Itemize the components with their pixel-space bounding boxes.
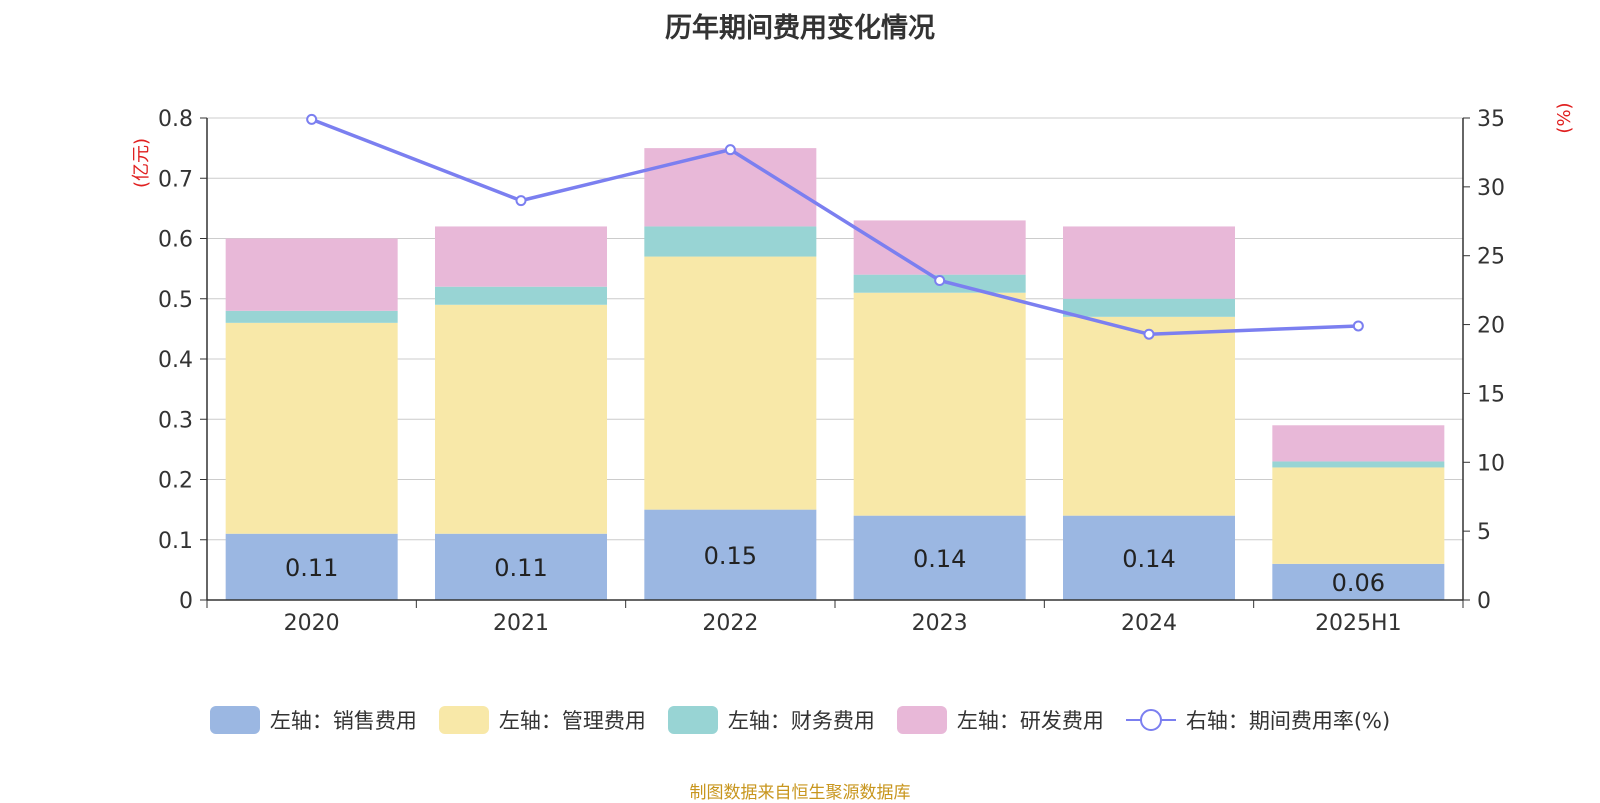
bar-rnd (1063, 226, 1235, 299)
expense-rate-point (515, 195, 527, 207)
bar-data-label: 0.11 (494, 554, 547, 582)
legend-item-expense-rate[interactable]: 右轴：期间费用率(%) (1125, 705, 1391, 735)
y-right-tick-label: 30 (1477, 176, 1505, 201)
y-left-tick-label: 0.5 (158, 288, 193, 313)
bar-sales (1063, 515, 1235, 600)
expense-rate-line (311, 117, 1359, 336)
y-right-axis-title: (%) (1554, 102, 1575, 133)
bar-data-label: 0.06 (1332, 569, 1385, 597)
y-left-tick-label: 0.7 (158, 167, 193, 192)
legend-item-rnd[interactable]: 左轴：研发费用 (896, 705, 1104, 735)
legend-item-sales[interactable]: 左轴：销售费用 (209, 705, 417, 735)
legend-label-expense-rate: 右轴：期间费用率(%) (1185, 709, 1391, 733)
y-left-tick-label: 0.8 (158, 107, 193, 132)
y-left-tick-label: 0.3 (158, 408, 193, 433)
expense-rate-point (934, 275, 946, 287)
y-left-tick-label: 0.1 (158, 529, 193, 554)
x-tick-label: 2024 (1121, 611, 1177, 636)
x-tick-label: 2021 (493, 611, 549, 636)
x-tick-label: 2025H1 (1315, 611, 1402, 636)
legend-label-admin: 左轴：管理费用 (498, 709, 646, 733)
bar-admin (1063, 316, 1235, 516)
bar-rnd (1272, 425, 1445, 462)
chart-title: 历年期间费用变化情况 (665, 13, 935, 44)
bar-sales (853, 515, 1026, 600)
bar-rnd (853, 220, 1026, 275)
bar-rnd (225, 238, 398, 311)
expense-rate-point (306, 113, 318, 125)
legend-swatch-finance (667, 706, 718, 734)
legend-line-marker-icon (1125, 706, 1176, 734)
legend-label-sales: 左轴：销售费用 (269, 709, 417, 733)
legend-swatch-rnd (896, 706, 947, 734)
y-left-tick-label: 0.6 (158, 228, 193, 253)
legend-swatch-sales (209, 706, 260, 734)
bar-finance (644, 226, 817, 257)
y-right-tick-label: 5 (1477, 520, 1491, 545)
legend: 左轴：销售费用 左轴：管理费用 左轴：财务费用 左轴：研发费用 右轴：期间费用率… (0, 700, 1600, 740)
y-right-tick-label: 10 (1477, 451, 1505, 476)
legend-label-rnd: 左轴：研发费用 (956, 709, 1104, 733)
bar-finance (1063, 298, 1235, 317)
bar-sales (225, 533, 398, 600)
legend-item-finance[interactable]: 左轴：财务费用 (667, 705, 875, 735)
y-right-tick-label: 15 (1477, 382, 1505, 407)
bar-rnd (435, 226, 607, 287)
bar-admin (1272, 467, 1445, 564)
legend-swatch-admin (438, 706, 489, 734)
y-right-tick-label: 25 (1477, 245, 1505, 270)
bar-finance (1272, 461, 1445, 468)
y-left-tick-label: 0.4 (158, 348, 193, 373)
y-left-axis-title: (亿元) (131, 138, 152, 188)
x-tick-label: 2023 (912, 611, 968, 636)
y-right-tick-label: 20 (1477, 314, 1505, 339)
legend-item-admin[interactable]: 左轴：管理费用 (438, 705, 646, 735)
bar-data-label: 0.15 (704, 542, 757, 570)
y-left-tick-label: 0.2 (158, 469, 193, 494)
bar-sales (435, 533, 607, 600)
x-tick-label: 2022 (702, 611, 758, 636)
y-right-tick-label: 35 (1477, 107, 1505, 132)
expense-rate-point (724, 144, 736, 156)
bar-finance (225, 310, 398, 323)
bar-data-label: 0.14 (1122, 545, 1175, 573)
source-note: 制图数据来自恒生聚源数据库 (689, 783, 911, 803)
bar-data-label: 0.11 (285, 554, 338, 582)
x-tick-label: 2020 (284, 611, 340, 636)
y-left-tick-label: 0 (179, 589, 193, 614)
bar-sales (644, 509, 817, 600)
legend-label-finance: 左轴：财务费用 (727, 709, 875, 733)
bar-admin (853, 292, 1026, 516)
expense-rate-point (1352, 320, 1364, 332)
bar-sales (1272, 563, 1445, 600)
bar-admin (644, 256, 817, 510)
expense-rate-point (1143, 328, 1155, 340)
bar-admin (225, 322, 398, 534)
bar-data-label: 0.14 (913, 545, 966, 573)
bar-finance (435, 286, 607, 305)
bar-admin (435, 304, 607, 534)
y-right-tick-label: 0 (1477, 589, 1491, 614)
